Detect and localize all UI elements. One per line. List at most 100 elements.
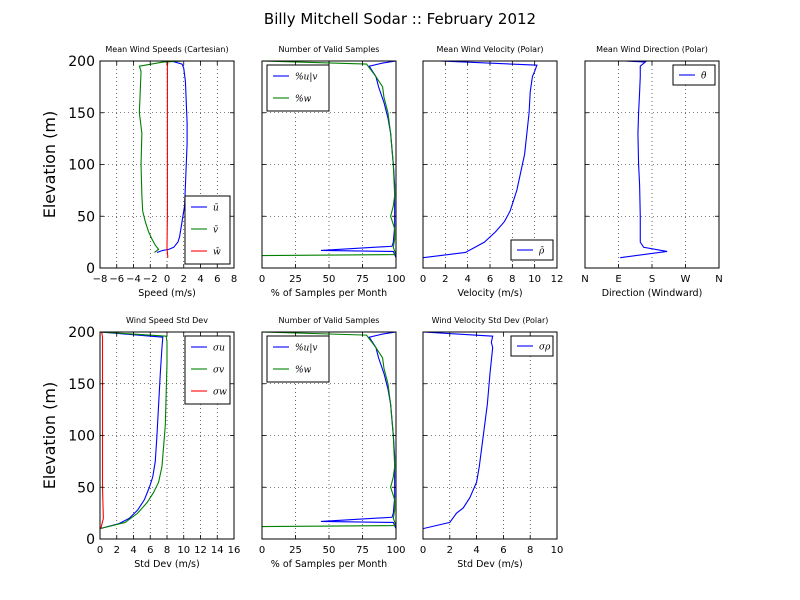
chart-panel-4: N E S W N Mean Wind Direction (Polar) Directio… — [581, 45, 722, 299]
legend-box — [184, 195, 231, 265]
chart-panel-7: 0 2 4 6 8 10 Wind Velocity Std Dev (Polar) Std … — [420, 316, 564, 570]
y-tick-label: 0 — [86, 532, 95, 548]
x-axis-label: Std Dev (m/s) — [134, 559, 199, 570]
chart-panel-2: 0 25 50 75 100 Number of Valid Samples % of Sa… — [259, 45, 406, 299]
legend-label: σw — [213, 388, 227, 398]
legend-label: v̄ — [213, 226, 218, 236]
x-tick-label: 6 — [147, 545, 153, 556]
panel-title: Mean Wind Direction (Polar) — [596, 45, 708, 54]
x-tick-label: 25 — [289, 545, 302, 556]
x-tick-label: 2 — [447, 545, 453, 556]
x-tick-label: 10 — [177, 545, 190, 556]
x-tick-label: 12 — [551, 274, 564, 285]
y-tick-label: 150 — [68, 377, 95, 393]
series-line-3 — [166, 61, 169, 258]
series-line-2 — [138, 61, 184, 253]
x-tick-label: 50 — [323, 274, 336, 285]
series-line-1 — [423, 332, 494, 530]
x-tick-label: 8 — [231, 274, 237, 285]
x-tick-label: 25 — [289, 274, 302, 285]
x-tick-label: 100 — [386, 274, 405, 285]
legend: σu σv σw — [184, 335, 231, 405]
x-tick-label: 2 — [181, 274, 187, 285]
y-axis-label: Elevation (m) — [40, 111, 59, 218]
series-line-1 — [100, 332, 164, 530]
x-tick-label: 4 — [464, 274, 470, 285]
y-tick-label: 50 — [77, 209, 95, 225]
x-tick-label: −4 — [126, 274, 141, 285]
y-tick-label: 0 — [86, 261, 95, 277]
chart-panel-6: 0 25 50 75 100 Number of Valid Samples % of Sa… — [259, 316, 406, 570]
x-tick-label: 6 — [487, 274, 493, 285]
x-tick-label: N — [715, 274, 722, 285]
series-line-1 — [156, 61, 188, 253]
x-tick-label: −6 — [109, 274, 124, 285]
x-tick-label: 4 — [130, 545, 136, 556]
x-tick-label: 16 — [228, 545, 241, 556]
legend-label: %u|v — [295, 73, 317, 83]
x-tick-label: W — [681, 274, 691, 285]
figure-title: Billy Mitchell Sodar :: February 2012 — [264, 10, 536, 28]
legend-label: %w — [295, 95, 312, 105]
x-tick-label: −2 — [143, 274, 158, 285]
x-tick-label: 75 — [356, 274, 369, 285]
panel-title: Wind Speed Std Dev — [126, 316, 208, 325]
x-tick-label: 8 — [527, 545, 533, 556]
legend-label: %u|v — [295, 344, 317, 354]
x-tick-label: −8 — [93, 274, 108, 285]
chart-panel-3: 0 2 4 6 8 10 12 Mean Wind Velocity (Polar) Veloc… — [420, 45, 564, 299]
legend-label: σρ — [539, 343, 551, 353]
x-tick-label: 12 — [194, 545, 207, 556]
x-tick-label: 75 — [356, 545, 369, 556]
legend-label: σv — [213, 366, 224, 376]
y-tick-label: 150 — [68, 106, 95, 122]
series-line-1 — [320, 61, 396, 258]
series-line-1 — [620, 61, 668, 259]
legend-label: θ̄ — [701, 72, 707, 82]
x-tick-label: 0 — [259, 545, 265, 556]
panel-title: Mean Wind Velocity (Polar) — [436, 45, 543, 54]
legend-label: w̄ — [213, 248, 221, 258]
legend-label: ū — [213, 204, 219, 214]
x-tick-label: 4 — [197, 274, 203, 285]
x-tick-label: 0 — [259, 274, 265, 285]
panel-title: Number of Valid Samples — [279, 316, 380, 325]
x-tick-label: 100 — [386, 545, 405, 556]
panel-title: Wind Velocity Std Dev (Polar) — [432, 316, 549, 325]
x-axis-label: Velocity (m/s) — [457, 288, 522, 299]
y-tick-label: 50 — [77, 480, 95, 496]
series-line-2 — [262, 332, 396, 528]
series-line-2 — [100, 332, 168, 530]
x-tick-label: E — [615, 274, 621, 285]
x-axis-label: Std Dev (m/s) — [457, 559, 522, 570]
panel-title: Mean Wind Speeds (Cartesian) — [105, 45, 228, 54]
x-tick-label: 50 — [323, 545, 336, 556]
x-tick-label: N — [581, 274, 588, 285]
x-tick-label: 10 — [528, 274, 541, 285]
legend: θ̄ — [672, 64, 716, 86]
x-tick-label: 14 — [211, 545, 224, 556]
x-tick-label: 0 — [97, 545, 103, 556]
x-axis-label: Direction (Windward) — [602, 288, 703, 299]
series-line-1 — [423, 61, 538, 259]
x-tick-label: 0 — [420, 274, 426, 285]
x-axis-label: % of Samples per Month — [271, 559, 387, 570]
x-tick-label: 8 — [164, 545, 170, 556]
x-axis-label: Speed (m/s) — [138, 288, 196, 299]
legend: ū v̄ w̄ — [184, 195, 231, 265]
legend: %u|v %w — [266, 335, 330, 383]
legend: %u|v %w — [266, 64, 330, 112]
x-tick-label: S — [649, 274, 655, 285]
legend-box — [266, 64, 330, 112]
legend-label: ρ̄ — [538, 247, 545, 257]
series-line-3 — [100, 332, 104, 529]
series-line-1 — [320, 332, 396, 529]
y-axis-label: Elevation (m) — [40, 382, 59, 489]
series-line-2 — [262, 61, 396, 257]
y-tick-label: 200 — [68, 54, 95, 70]
panel-title: Number of Valid Samples — [279, 45, 380, 54]
x-tick-label: 8 — [509, 274, 515, 285]
